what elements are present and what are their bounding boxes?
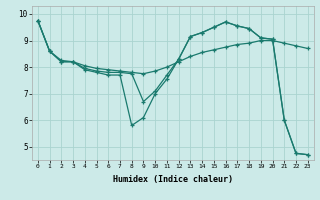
X-axis label: Humidex (Indice chaleur): Humidex (Indice chaleur) xyxy=(113,175,233,184)
